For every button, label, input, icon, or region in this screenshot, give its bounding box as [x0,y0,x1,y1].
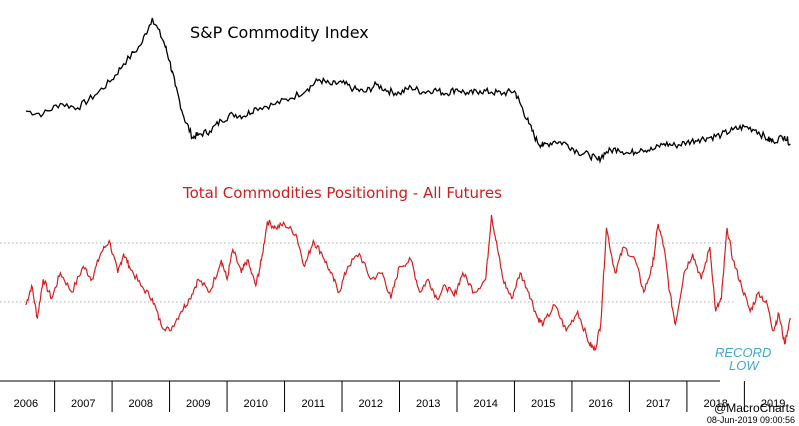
x-tick-label-2019: 2019 [761,398,785,410]
x-tick-label-2007: 2007 [71,398,95,410]
credit-handle: @MacroCharts [714,401,795,415]
x-tick-label-2008: 2008 [129,398,153,410]
x-tick-label-2014: 2014 [473,398,497,410]
positioning-chart-title: Total Commodities Positioning - All Futu… [182,184,502,202]
x-tick-label-2016: 2016 [588,398,612,410]
x-tick-label-2009: 2009 [186,398,210,410]
positioning-grid [0,242,735,303]
x-tick-label-2013: 2013 [416,398,440,410]
x-tick-label-2012: 2012 [359,398,383,410]
timestamp: 08-Jun-2019 09:00:56 [707,415,795,425]
x-tick-label-2015: 2015 [531,398,555,410]
x-tick-label-2011: 2011 [301,398,325,410]
sp-chart-title: S&P Commodity Index [190,23,369,42]
record-low-text-line2: LOW [729,358,760,373]
record-low-text: RECORD [715,345,771,360]
x-tick-label-2018: 2018 [703,398,727,410]
x-axis: 2006 2007 2008 2009 2010 2011 2012 2013 2014 2015… [0,380,785,412]
x-tick-label-2010: 2010 [244,398,268,410]
sp-commodity-index-line [25,17,791,164]
record-low-annotation: RECORD LOW [715,345,771,373]
positioning-line [25,214,791,352]
x-tick-label-2006: 2006 [14,398,38,410]
x-tick-label-2017: 2017 [646,398,670,410]
